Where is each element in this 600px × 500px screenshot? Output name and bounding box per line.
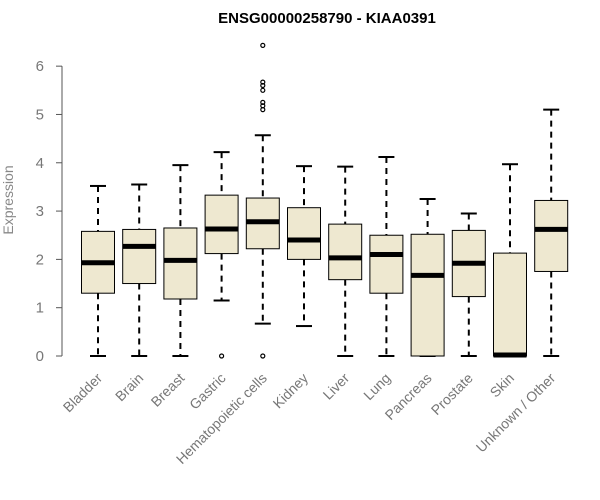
box-group-unknown-other (534, 108, 569, 357)
x-tick-label-prostate: Prostate (428, 370, 476, 418)
box-group-brain (122, 183, 157, 357)
outlier-point (260, 82, 266, 89)
box-group-skin (493, 163, 527, 358)
y-tick-label: 2 (36, 251, 44, 268)
x-tick-label-skin: Skin (487, 370, 518, 401)
y-tick-label: 6 (36, 58, 44, 75)
y-tick-label: 3 (36, 203, 44, 220)
x-tick-label-kidney: Kidney (270, 370, 312, 412)
iqr-box (204, 194, 239, 255)
box-group-kidney (287, 165, 321, 328)
outlier-point (260, 99, 266, 105)
box-group-lung (369, 155, 404, 357)
outlier-point (219, 353, 225, 359)
y-tick-label: 0 (36, 348, 44, 365)
box-group-breast (163, 164, 198, 357)
outlier-point (260, 42, 266, 48)
iqr-box (534, 199, 569, 272)
iqr-box (287, 207, 321, 260)
box-group-liver (328, 165, 363, 357)
iqr-box (493, 252, 527, 357)
x-tick-label-liver: Liver (320, 370, 353, 403)
box-group-bladder (81, 184, 115, 357)
y-tick-label: 4 (36, 155, 44, 172)
x-tick-label-brain: Brain (112, 370, 146, 404)
box-group-gastric (204, 151, 239, 359)
iqr-box (410, 233, 445, 357)
y-axis: 0 1 2 3 4 5 6 (36, 58, 63, 365)
box-group-pancreas (410, 198, 445, 357)
boxes-layer (81, 42, 569, 359)
y-tick-label: 5 (36, 106, 44, 123)
box-group-hematopoietic-cells (245, 42, 280, 359)
x-tick-label-lung: Lung (360, 370, 393, 403)
iqr-box (122, 228, 157, 285)
iqr-box (328, 223, 363, 281)
iqr-box (369, 234, 404, 294)
outlier-point (260, 87, 266, 93)
outlier-point (260, 103, 266, 109)
outlier-point (260, 353, 266, 359)
chart-title: ENSG00000258790 - KIAA0391 (218, 10, 436, 27)
y-axis-label: Expression (0, 165, 16, 234)
y-tick-label: 1 (36, 300, 44, 317)
iqr-box (163, 227, 198, 300)
box-group-prostate (451, 212, 486, 357)
outlier-point (260, 79, 266, 85)
x-tick-label-bladder: Bladder (60, 370, 106, 416)
x-tick-label-breast: Breast (148, 370, 188, 410)
